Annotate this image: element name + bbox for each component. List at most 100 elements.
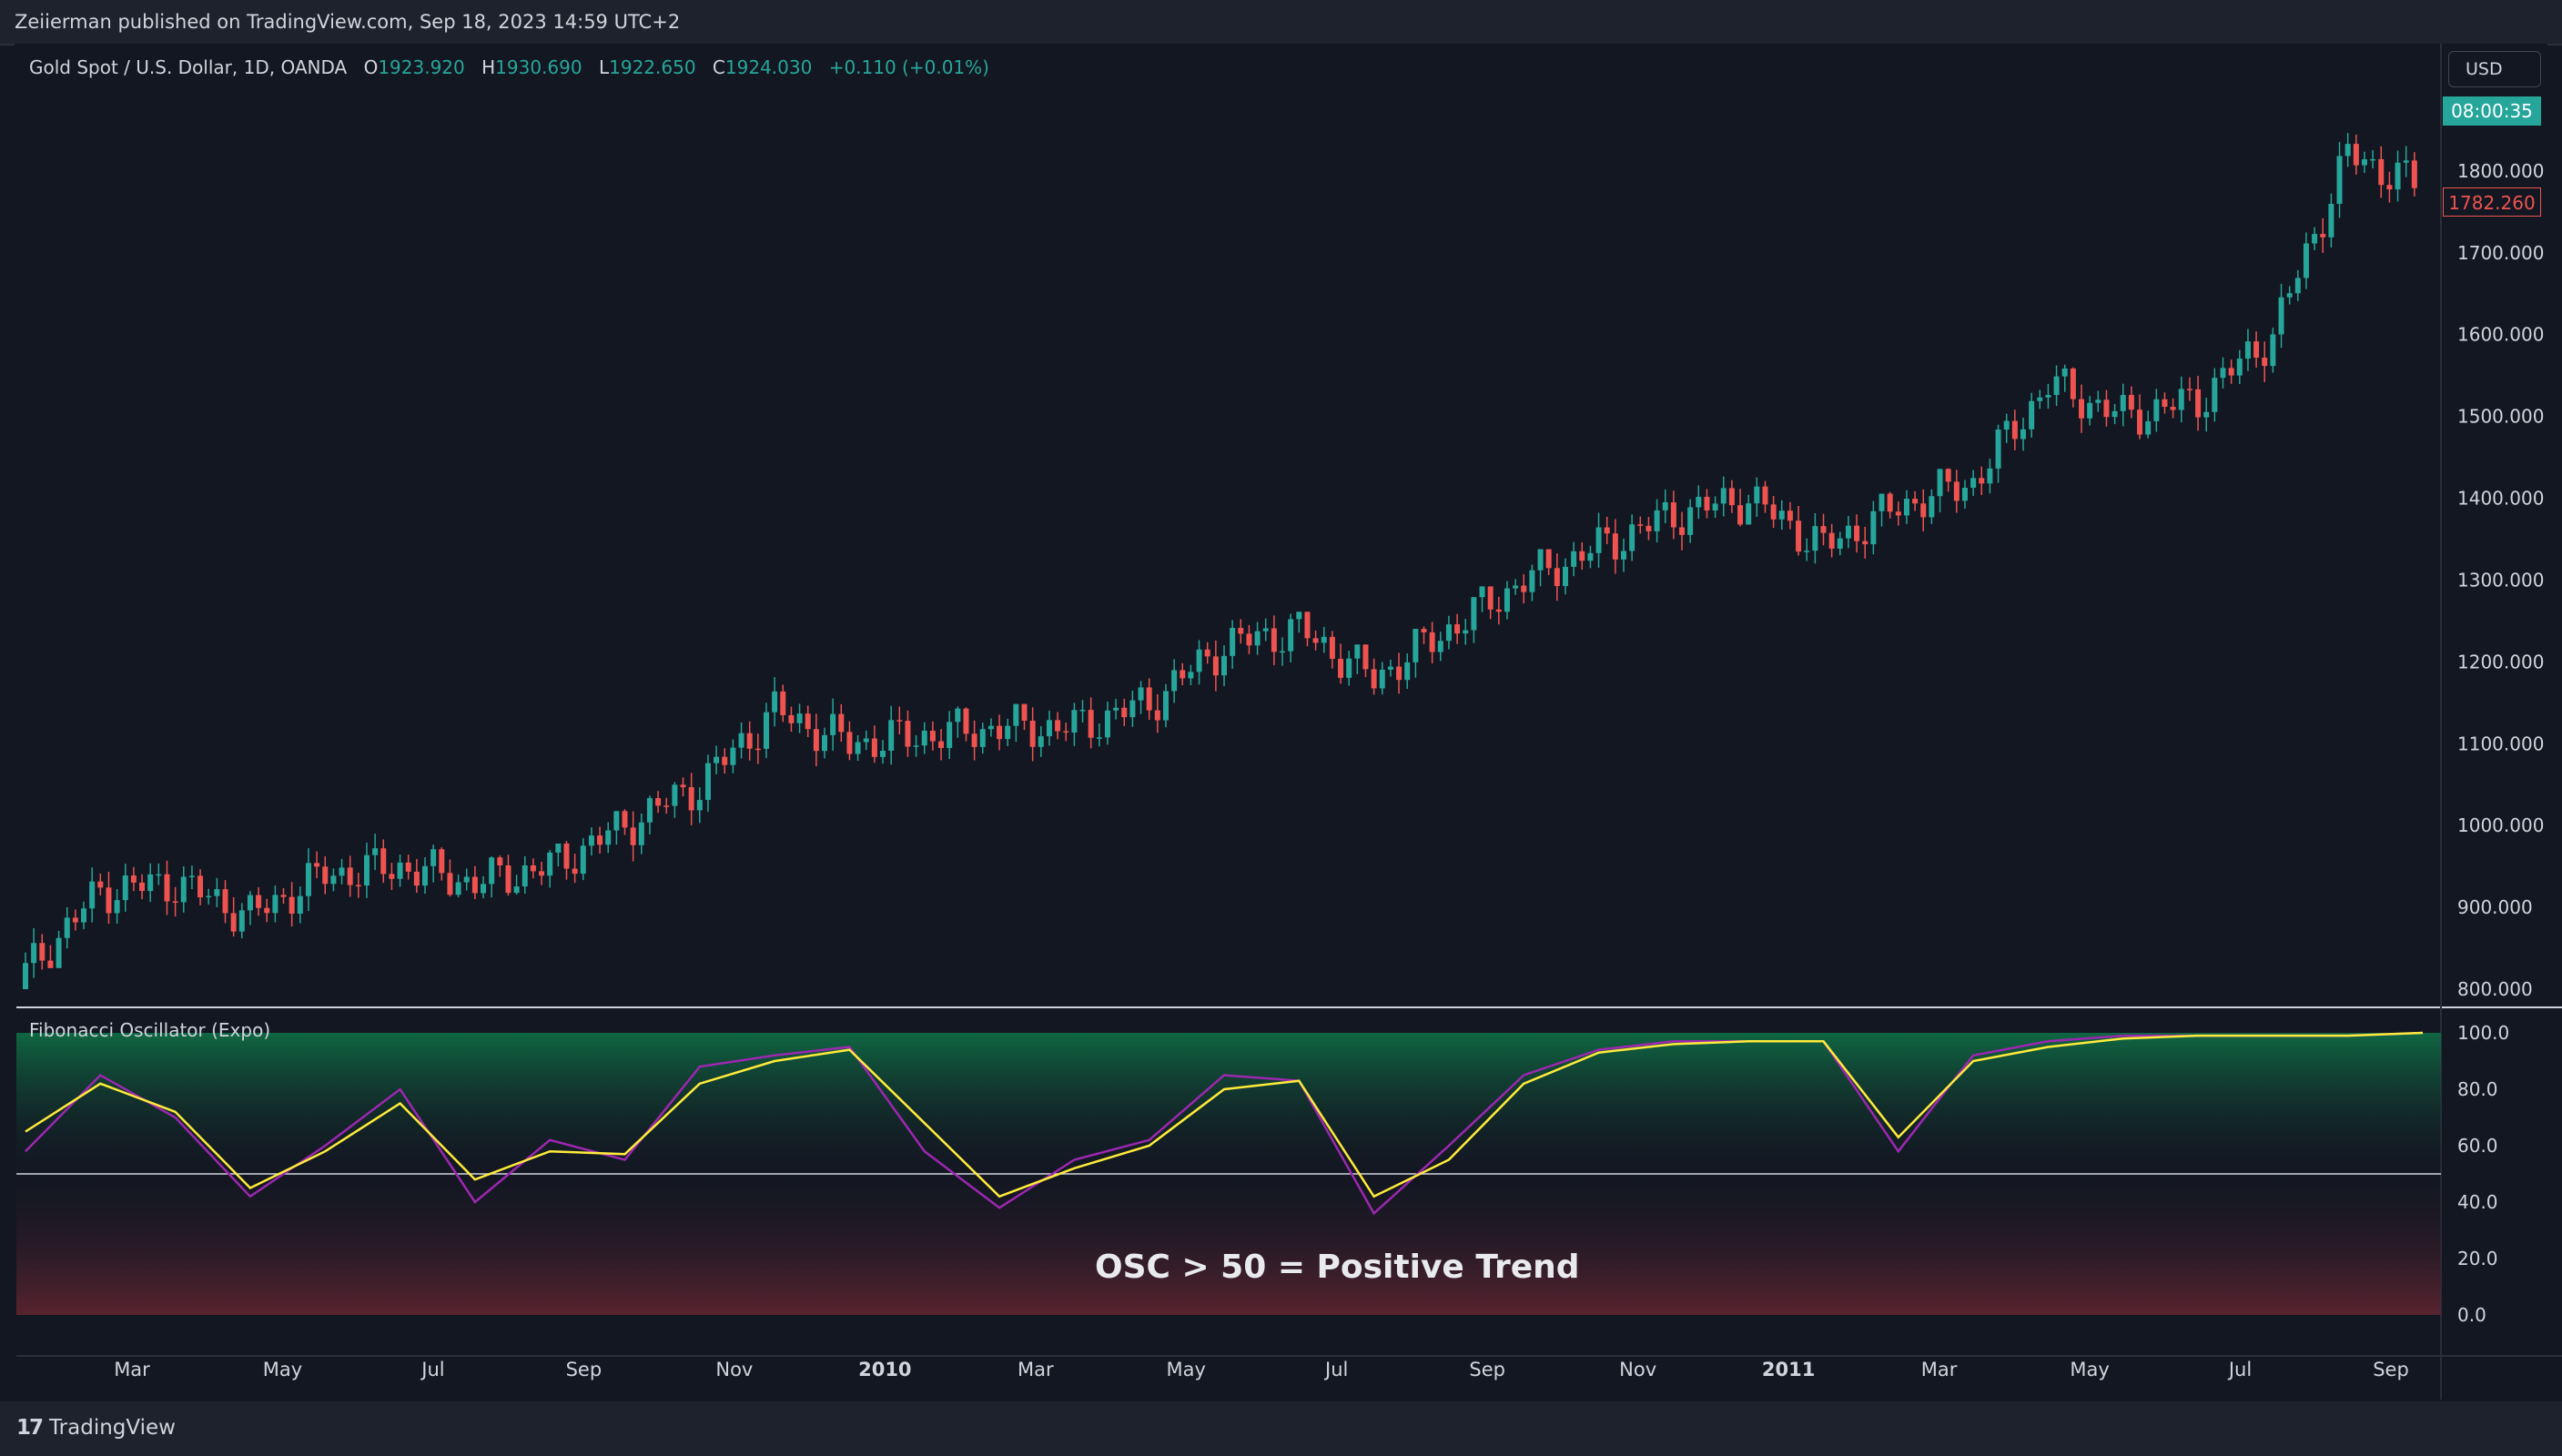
candle-body [130, 875, 137, 883]
candle-body [380, 848, 387, 875]
chart-svg[interactable]: 800.000 900.000 1000.000 1100.000 1200.000 13… [0, 0, 2562, 1401]
candle [2320, 217, 2326, 254]
candle [1362, 644, 1369, 678]
time-tick-label: Mar [1921, 1359, 1958, 1380]
candle-body [888, 720, 895, 751]
candle [230, 897, 237, 937]
candle [106, 871, 112, 925]
candle-body [31, 943, 37, 964]
candle-body [1554, 568, 1560, 586]
candle [763, 703, 769, 759]
candle-body [297, 895, 303, 915]
candle-body [1737, 505, 1744, 525]
candle-body [1961, 488, 1968, 501]
candle-body [1720, 488, 1727, 504]
candle-body [314, 863, 320, 867]
candle [2395, 150, 2401, 202]
candle-body [23, 963, 28, 990]
candle [622, 809, 628, 835]
candle-body [1162, 691, 1169, 721]
candle-body [2137, 410, 2143, 435]
candle [630, 811, 636, 862]
candle-body [1271, 628, 1277, 652]
candle [2145, 410, 2152, 439]
open-label: O [363, 56, 379, 78]
candle [89, 867, 96, 923]
candle-body [1870, 511, 1877, 545]
price-tick-label: 1000.000 [2457, 814, 2544, 836]
candle-body [2344, 144, 2351, 157]
time-tick-label: May [2070, 1359, 2109, 1380]
candle [247, 891, 253, 925]
candle [330, 868, 337, 892]
candle [256, 887, 262, 916]
candle-body [1987, 468, 1993, 484]
currency-button[interactable]: USD [2448, 51, 2541, 87]
candle [206, 888, 212, 905]
candle-body [880, 750, 886, 757]
candle [72, 909, 78, 931]
candle [280, 888, 287, 905]
candle [289, 882, 295, 927]
candle [1654, 499, 1660, 543]
candle [156, 863, 162, 885]
candle [23, 952, 28, 990]
candle [188, 865, 195, 889]
candle [688, 773, 694, 825]
candle-body [1754, 486, 1760, 504]
candle-body [1770, 504, 1777, 520]
candle [1961, 480, 1968, 509]
time-tick-label: 2010 [858, 1359, 911, 1380]
candle [1720, 476, 1727, 517]
candle [2178, 376, 2184, 423]
candle-body [588, 835, 594, 846]
candle [1629, 514, 1635, 561]
last-price-badge: 1782.260 [2443, 187, 2541, 217]
candle-body [979, 729, 986, 747]
candle-body [1463, 630, 1469, 634]
candle-body [1604, 527, 1610, 534]
candle-body [1862, 541, 1868, 545]
candle-body [2370, 158, 2376, 161]
candle-body [1288, 619, 1294, 652]
candle-body [1654, 510, 1660, 531]
candle [397, 854, 403, 887]
candle-body [1545, 549, 1552, 569]
candle [1013, 703, 1019, 743]
candle [172, 886, 178, 917]
tradingview-brand[interactable]: 𝟭𝟳 TradingView [16, 1416, 176, 1440]
candle-body [1513, 585, 1519, 589]
candle [413, 858, 420, 894]
candle [2061, 364, 2068, 392]
candle-body [1887, 493, 1893, 512]
candle [2411, 152, 2417, 197]
candle [1828, 523, 1835, 558]
candle-body [1171, 670, 1178, 692]
candle [122, 864, 128, 912]
candle-body [156, 874, 162, 876]
price-tick-label: 1200.000 [2457, 651, 2544, 672]
candle-body [704, 763, 711, 801]
signal-line [25, 1031, 2424, 1198]
candle-body [1154, 710, 1160, 721]
candle [714, 745, 720, 774]
candle [1238, 619, 1244, 644]
candle [2095, 390, 2101, 412]
osc-tick-label: 0.0 [2457, 1304, 2486, 1326]
candle [704, 754, 711, 813]
candle [1987, 458, 1993, 494]
candle [305, 848, 311, 912]
candle-body [772, 691, 778, 713]
change-value: +0.110 (+0.01%) [828, 56, 989, 78]
candle [646, 795, 653, 834]
candle-body [1712, 503, 1718, 511]
candle [1288, 613, 1294, 662]
candle [1696, 485, 1702, 520]
candle [746, 721, 753, 761]
candle [738, 722, 744, 759]
candle [1796, 506, 1802, 556]
candle-body [822, 734, 827, 752]
candle [347, 855, 353, 897]
candle-body [1929, 496, 1935, 518]
candle-body [1079, 710, 1086, 712]
